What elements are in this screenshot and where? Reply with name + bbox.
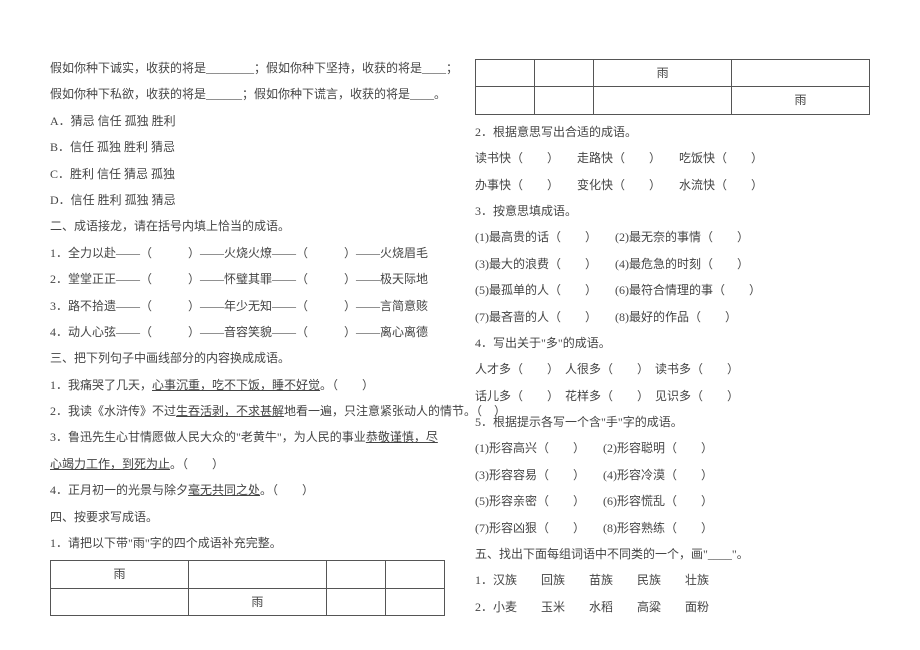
option-c: C．胜利 信任 猜忌 孤独 (50, 161, 445, 187)
sec2-item-2: 2．堂堂正正——（ ）——怀璧其罪——（ ）——极天际地 (50, 266, 445, 292)
option-b: B．信任 孤独 胜利 猜忌 (50, 134, 445, 160)
left-column: 假如你种下诚实，收获的将是________；假如你种下坚持，收获的将是____；… (50, 55, 445, 620)
empty-cell (385, 561, 444, 588)
empty-cell (188, 561, 326, 588)
empty-cell (385, 588, 444, 615)
s5-item-1: 1．汉族 回族 苗族 民族 壮族 (475, 567, 870, 593)
empty-cell (476, 87, 535, 114)
r2-line-2: 办事快（ ） 变化快（ ） 水流快（ ） (475, 172, 870, 198)
rain-table-right: 雨 雨 (475, 59, 870, 115)
empty-cell (51, 588, 189, 615)
sec3-item-1: 1．我痛哭了几天，心事沉重，吃不下饭，睡不好觉。（ ） (50, 372, 445, 398)
sec3-item-3: 3．鲁迅先生心甘情愿做人民大众的"老黄牛"，为人民的事业恭敬谨慎，尽心竭力工作，… (50, 424, 445, 477)
rain-cell: 雨 (594, 60, 732, 87)
r5-line-1: (1)形容高兴（ ） (2)形容聪明（ ） (475, 435, 870, 461)
empty-cell (535, 87, 594, 114)
r3-line-2: (3)最大的浪费（ ） (4)最危急的时刻（ ） (475, 251, 870, 277)
sec3-item-4: 4．正月初一的光景与除夕毫无共同之处。（ ） (50, 477, 445, 503)
section-4-title: 四、按要求写成语。 (50, 504, 445, 530)
sec3-1-pre: 1．我痛哭了几天， (50, 378, 152, 392)
section-3-title: 三、把下列句子中画线部分的内容换成成语。 (50, 345, 445, 371)
table-row: 雨 (51, 561, 445, 588)
r3-line-4: (7)最吝啬的人（ ） (8)最好的作品（ ） (475, 304, 870, 330)
fill-line-2: 假如你种下私欲，收获的将是______；假如你种下谎言，收获的将是____。 (50, 81, 445, 107)
table-row: 雨 (476, 60, 870, 87)
right-column: 雨 雨 2．根据意思写出合适的成语。 读书快（ ） 走路快（ ） 吃饭快（ ） … (475, 55, 870, 620)
r4-line-2: 话儿多（ ） 花样多（ ） 见识多（ ） (475, 383, 870, 409)
sec3-2-underline: 生吞活剥，不求甚解 (176, 404, 284, 418)
empty-cell (326, 561, 385, 588)
sec2-item-1: 1．全力以赴——（ ）——火烧火燎——（ ）——火烧眉毛 (50, 240, 445, 266)
r4-line-1: 人才多（ ） 人很多（ ） 读书多（ ） (475, 356, 870, 382)
sec2-item-3: 3．路不拾遗——（ ）——年少无知——（ ）——言简意赅 (50, 293, 445, 319)
sec3-4-underline: 毫无共同之处 (188, 483, 260, 497)
table-row: 雨 (476, 87, 870, 114)
page-container: 假如你种下诚实，收获的将是________；假如你种下坚持，收获的将是____；… (0, 0, 920, 640)
s5-item-2: 2．小麦 玉米 水稻 高粱 面粉 (475, 594, 870, 620)
empty-cell (326, 588, 385, 615)
sec3-4-pre: 4．正月初一的光景与除夕 (50, 483, 188, 497)
right-2-title: 2．根据意思写出合适的成语。 (475, 119, 870, 145)
section-5-title: 五、找出下面每组词语中不同类的一个，画"____"。 (475, 541, 870, 567)
sec3-1-underline: 心事沉重，吃不下饭，睡不好觉 (152, 378, 320, 392)
r5-line-4: (7)形容凶狠（ ） (8)形容熟练（ ） (475, 515, 870, 541)
sec3-3-post: 。（ ） (170, 457, 224, 471)
right-4-title: 4．写出关于"多"的成语。 (475, 330, 870, 356)
fill-line-1: 假如你种下诚实，收获的将是________；假如你种下坚持，收获的将是____； (50, 55, 445, 81)
empty-cell (476, 60, 535, 87)
option-d: D．信任 胜利 孤独 猜忌 (50, 187, 445, 213)
r5-line-2: (3)形容容易（ ） (4)形容冷漠（ ） (475, 462, 870, 488)
table-row: 雨 (51, 588, 445, 615)
right-3-title: 3．按意思填成语。 (475, 198, 870, 224)
empty-cell (594, 87, 732, 114)
r3-line-1: (1)最高贵的话（ ） (2)最无奈的事情（ ） (475, 224, 870, 250)
rain-cell: 雨 (51, 561, 189, 588)
sec3-1-post: 。（ ） (320, 378, 374, 392)
right-5-title: 5．根据提示各写一个含"手"字的成语。 (475, 409, 870, 435)
empty-cell (535, 60, 594, 87)
sec3-2-pre: 2．我读《水浒传》不过 (50, 404, 176, 418)
sec3-3-pre: 3．鲁迅先生心甘情愿做人民大众的"老黄牛"，为人民的事业 (50, 430, 366, 444)
rain-table-left: 雨 雨 (50, 560, 445, 616)
empty-cell (732, 60, 870, 87)
sec3-2-post: 地看一遍，只注意紧张动人的情节。（ ） (284, 404, 506, 418)
sec2-item-4: 4．动人心弦——（ ）——音容笑貌——（ ）——离心离德 (50, 319, 445, 345)
sec4-item-1: 1．请把以下带"雨"字的四个成语补充完整。 (50, 530, 445, 556)
rain-cell: 雨 (188, 588, 326, 615)
r5-line-3: (5)形容亲密（ ） (6)形容慌乱（ ） (475, 488, 870, 514)
sec3-4-post: 。（ ） (260, 483, 314, 497)
r3-line-3: (5)最孤单的人（ ） (6)最符合情理的事（ ） (475, 277, 870, 303)
sec3-item-2: 2．我读《水浒传》不过生吞活剥，不求甚解地看一遍，只注意紧张动人的情节。（ ） (50, 398, 445, 424)
option-a: A．猜忌 信任 孤独 胜利 (50, 108, 445, 134)
r2-line-1: 读书快（ ） 走路快（ ） 吃饭快（ ） (475, 145, 870, 171)
section-2-title: 二、成语接龙，请在括号内填上恰当的成语。 (50, 213, 445, 239)
rain-cell: 雨 (732, 87, 870, 114)
